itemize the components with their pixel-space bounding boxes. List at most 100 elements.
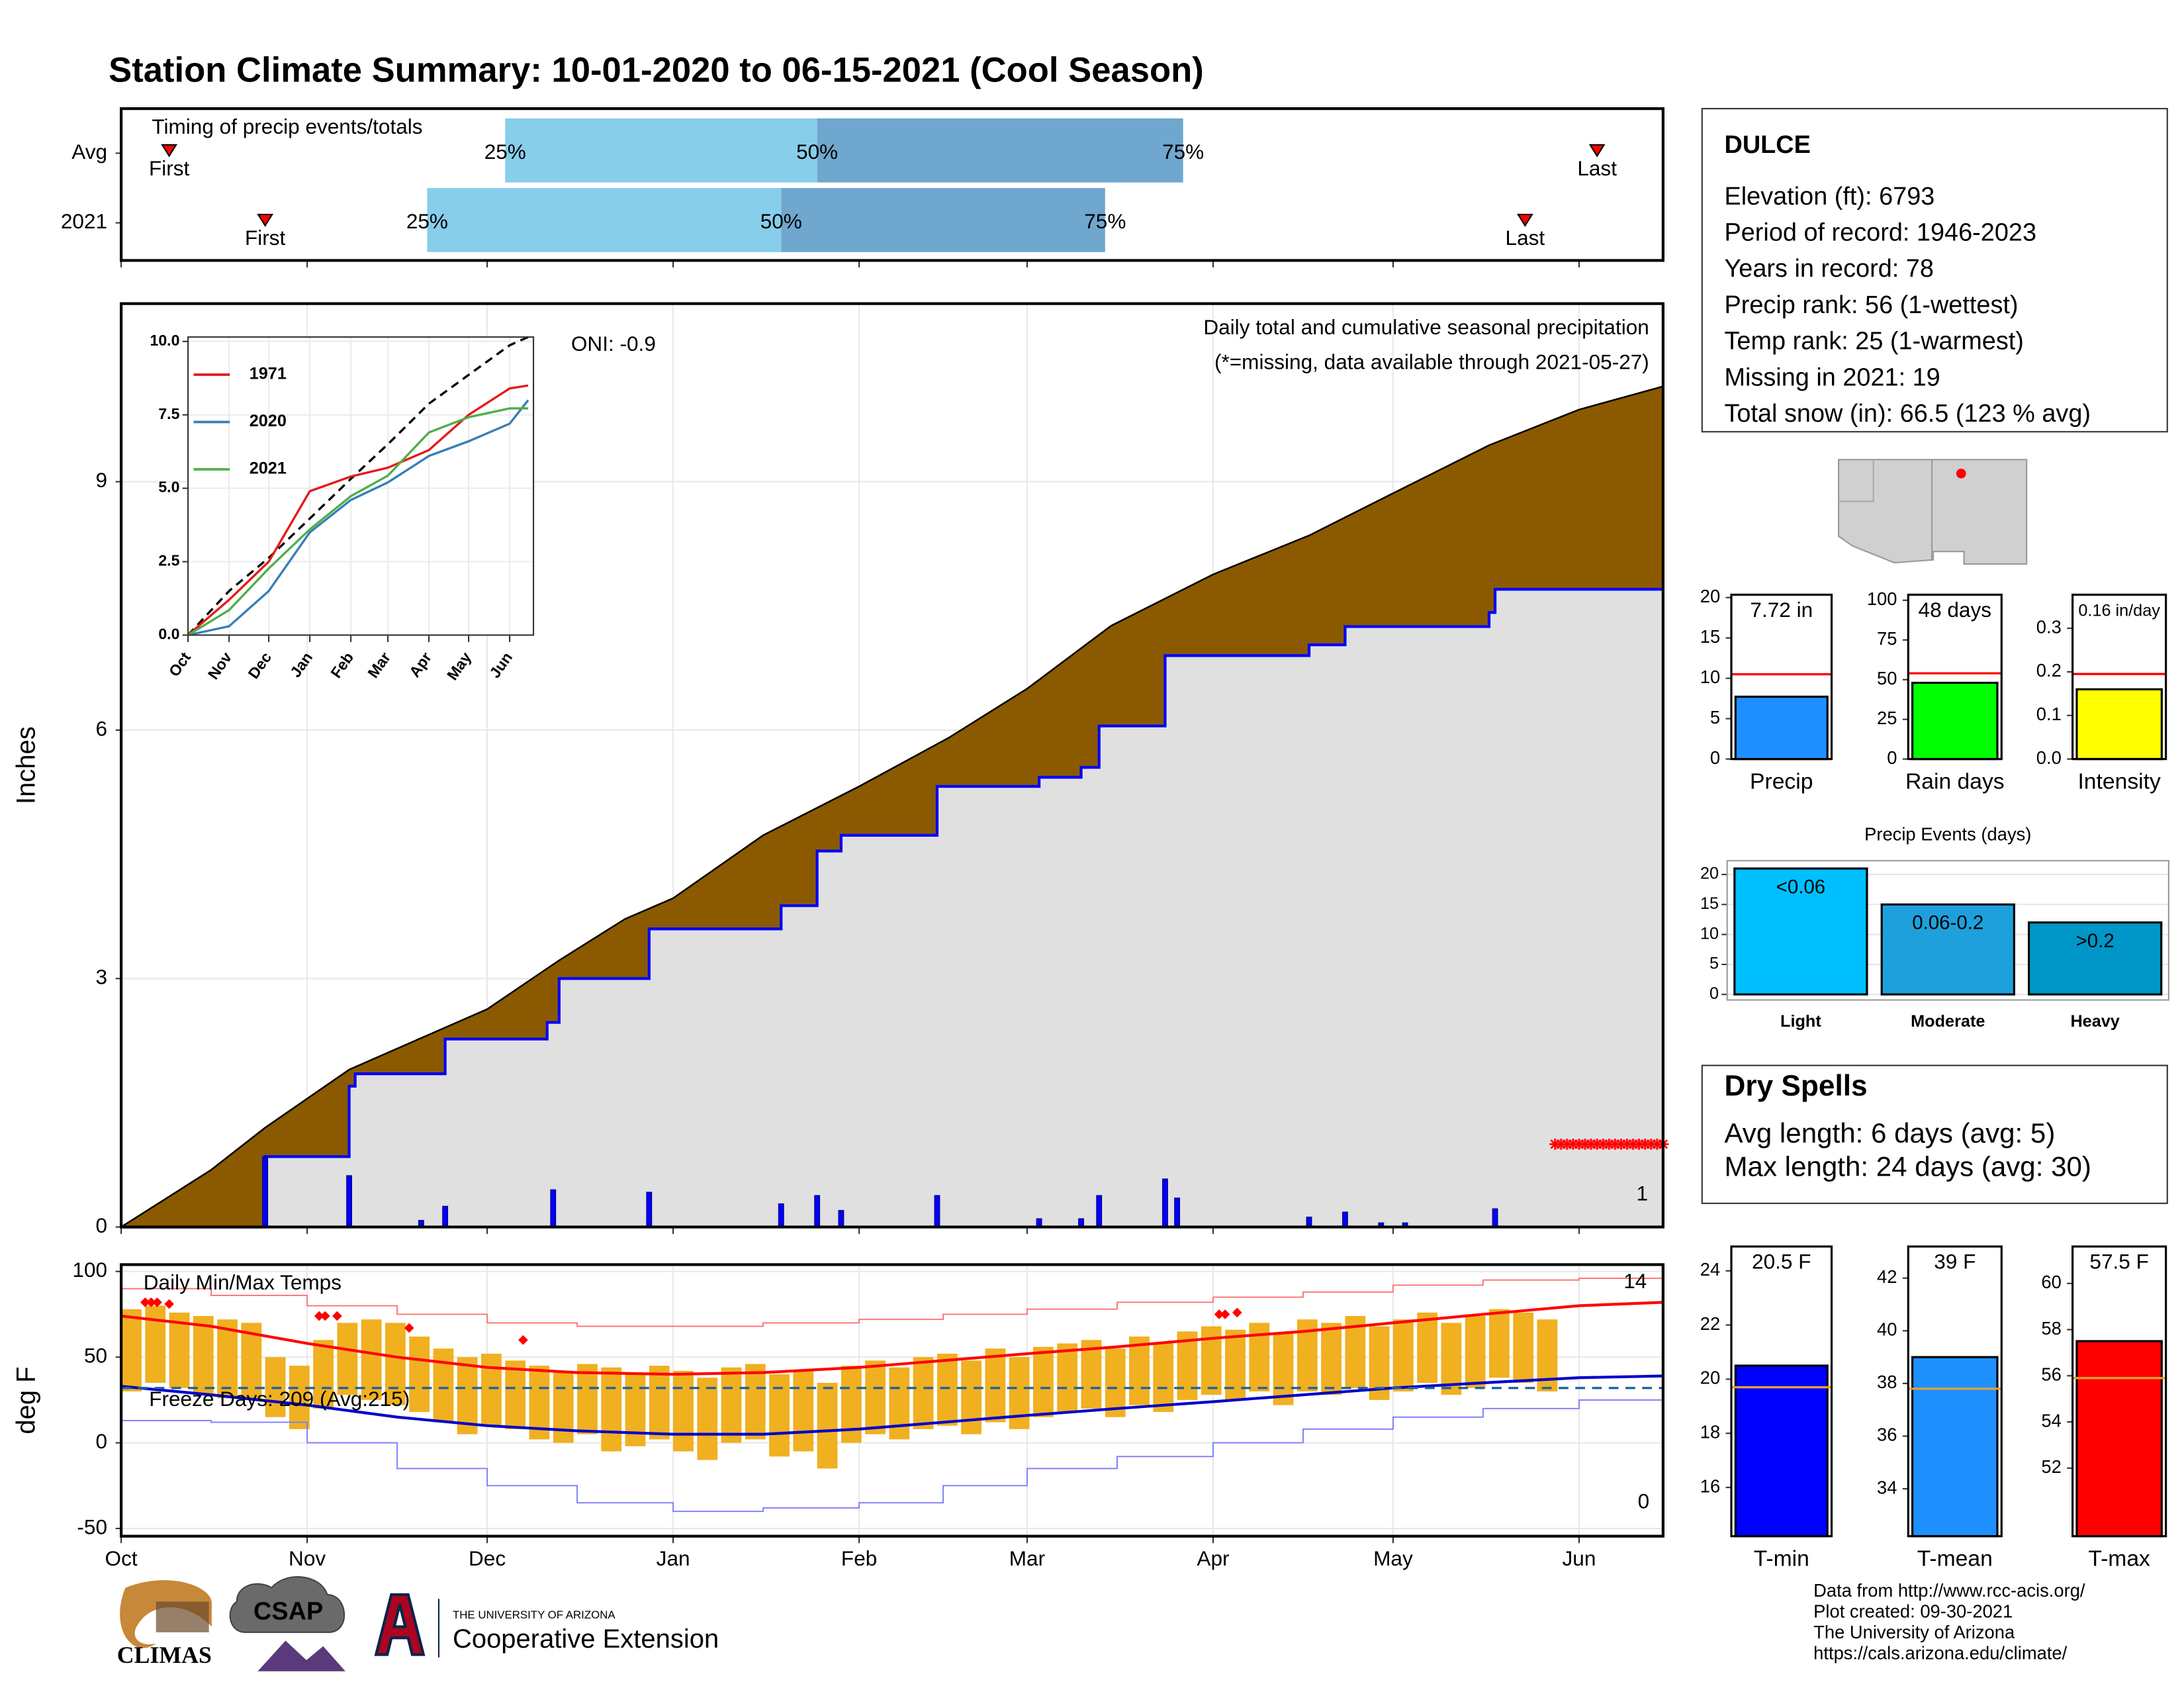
daily-precip-bar xyxy=(262,1156,269,1228)
dry-spells-box xyxy=(1701,1064,2168,1204)
climas-emblem xyxy=(156,1601,209,1632)
y-tick-label: 0.3 xyxy=(2036,616,2062,637)
percent-label: 50% xyxy=(760,209,802,233)
bar xyxy=(1911,681,1999,761)
y-tick-label: 50 xyxy=(84,1344,107,1368)
daily-precip-bar xyxy=(1306,1216,1312,1228)
missing-marker xyxy=(1579,1139,1591,1150)
station-box xyxy=(1701,108,2168,433)
temp-bar xyxy=(673,1370,694,1452)
daily-precip-bar xyxy=(1342,1211,1348,1228)
temp-bar xyxy=(1513,1312,1534,1383)
cumulative-area xyxy=(121,587,1663,1227)
oni-label: ONI: -0.9 xyxy=(571,332,656,355)
footer-line: Data from http://www.rcc-acis.org/ xyxy=(1813,1580,2085,1601)
temp-bar xyxy=(985,1348,1006,1423)
plot-frame xyxy=(1726,860,2169,1001)
y-tick-label: 5.0 xyxy=(158,479,179,496)
normal-line xyxy=(120,1301,1663,1376)
category-label: Light xyxy=(1780,1012,1821,1031)
temp-bar xyxy=(721,1367,742,1443)
y-tick-label: 100 xyxy=(1867,588,1897,609)
record-high-count: 14 xyxy=(1623,1269,1647,1293)
dry-spells-line: Avg length: 6 days (avg: 5) xyxy=(1724,1117,2055,1149)
category-label: Intensity xyxy=(2077,769,2161,794)
station-name: DULCE xyxy=(1724,131,1810,159)
value-label: 57.5 F xyxy=(2089,1250,2148,1274)
plot-frame xyxy=(2071,1245,2167,1538)
marker-label: First xyxy=(245,226,286,250)
panel-title: Daily Min/Max Temps xyxy=(144,1270,341,1294)
legend-label: 2021 xyxy=(250,459,287,478)
timing-bar xyxy=(781,188,1105,252)
bar xyxy=(1733,867,1868,996)
y-tick-label: 10 xyxy=(1700,924,1719,943)
temp-bar xyxy=(1488,1309,1510,1378)
record-high xyxy=(404,1323,414,1333)
coop-extension: Cooperative Extension xyxy=(453,1624,719,1654)
y-tick-label: 34 xyxy=(1877,1477,1897,1497)
y-tick-label: 3 xyxy=(96,965,108,989)
station-dot xyxy=(1956,468,1966,479)
missing-marker xyxy=(1603,1139,1615,1150)
x-tick-label: Oct xyxy=(105,1546,138,1570)
x-tick-label: Jan xyxy=(657,1546,690,1570)
temp-bar xyxy=(145,1305,166,1383)
y-tick-label: 0 xyxy=(1887,747,1897,768)
percent-label: 75% xyxy=(1162,140,1204,164)
y-tick-label: 10 xyxy=(1700,667,1720,687)
normal-line xyxy=(121,1276,1664,1327)
record-low-count: 0 xyxy=(1638,1489,1650,1513)
freeze-days: Freeze Days: 209 (Avg:215) xyxy=(149,1387,410,1411)
record-high xyxy=(146,1297,156,1307)
temp-bar xyxy=(169,1312,190,1388)
y-tick-label: 56 xyxy=(2041,1364,2061,1385)
temp-bar xyxy=(505,1360,526,1429)
missing-marker xyxy=(1561,1139,1573,1150)
normal-line xyxy=(120,1374,1663,1436)
category-label: Moderate xyxy=(1911,1012,1985,1031)
temp-bar xyxy=(961,1360,982,1434)
cumulative-line xyxy=(120,385,1664,1228)
missing-marker xyxy=(1645,1139,1657,1150)
temp-bar xyxy=(313,1340,334,1409)
y-tick-label: 0.1 xyxy=(2036,704,2062,724)
missing-marker xyxy=(1633,1139,1645,1150)
y-tick-label: 60 xyxy=(2041,1272,2061,1292)
csap-cloud xyxy=(229,1576,345,1633)
footer-line: Plot created: 09-30-2021 xyxy=(1813,1601,2013,1622)
plot-frame xyxy=(187,336,535,636)
temp-bar xyxy=(1417,1312,1438,1383)
temp-bar xyxy=(481,1353,502,1426)
missing-marker xyxy=(1627,1139,1639,1150)
y-tick-label: 54 xyxy=(2041,1410,2061,1430)
temp-bar xyxy=(865,1360,886,1434)
value-label: 39 F xyxy=(1934,1250,1976,1274)
record-high xyxy=(1220,1309,1230,1319)
y-tick-label: 0 xyxy=(1710,747,1720,768)
category-label: Rain days xyxy=(1905,769,2005,794)
temp-bar xyxy=(457,1357,478,1434)
bar xyxy=(2075,1340,2163,1538)
station-line: Temp rank: 25 (1-warmest) xyxy=(1724,328,2023,355)
bar-label: <0.06 xyxy=(1776,876,1826,898)
y-tick-label: 9 xyxy=(96,468,108,492)
bar-label: 0.06-0.2 xyxy=(1912,912,1983,934)
temp-bar xyxy=(553,1370,574,1443)
y-tick-label: 15 xyxy=(1700,894,1719,913)
missing-marker xyxy=(1609,1139,1621,1150)
temp-bar xyxy=(913,1357,934,1429)
y-tick-label: 16 xyxy=(1700,1476,1720,1496)
y-tick-label: 50 xyxy=(1877,668,1897,688)
y-tick-label: 36 xyxy=(1877,1425,1897,1445)
temp-bar xyxy=(409,1336,430,1413)
category-label: T-mean xyxy=(1917,1546,1993,1571)
timing-marker xyxy=(257,213,274,227)
station-line: Missing in 2021: 19 xyxy=(1724,363,1940,391)
y-tick-label: 20 xyxy=(1700,586,1720,606)
panel-subtitle: (*=missing, data available through 2021-… xyxy=(1214,350,1649,373)
missing-marker xyxy=(1549,1139,1561,1150)
temp-bar xyxy=(1009,1357,1030,1429)
missing-marker xyxy=(1585,1139,1597,1150)
ua-name: THE UNIVERSITY OF ARIZONA xyxy=(453,1609,615,1621)
